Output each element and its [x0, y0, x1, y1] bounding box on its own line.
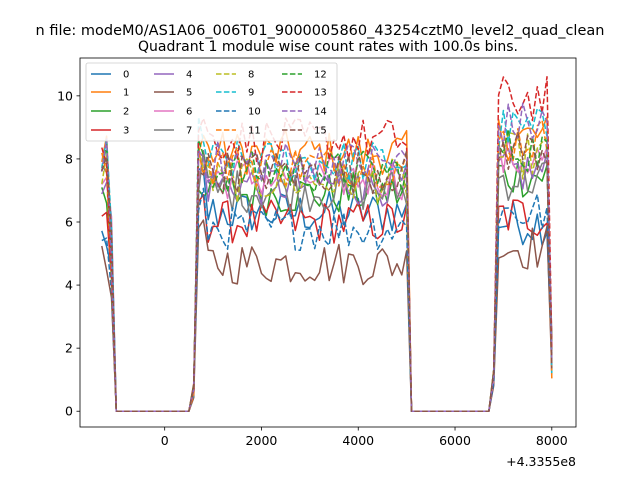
y-tick-label: 4	[65, 278, 73, 293]
series-line-3	[101, 194, 553, 412]
legend-label-6: 6	[186, 107, 192, 118]
series-line-5	[101, 219, 553, 412]
series-line-0	[101, 168, 553, 412]
legend-label-9: 9	[248, 88, 254, 99]
y-tick-label: 2	[65, 341, 73, 356]
series-group	[101, 76, 553, 412]
y-tick-label: 0	[65, 404, 73, 419]
y-tick-label: 10	[57, 88, 73, 103]
legend-label-14: 14	[314, 107, 327, 118]
x-tick-label: 6000	[439, 433, 471, 448]
series-line-8	[101, 131, 553, 412]
legend-label-5: 5	[186, 88, 192, 99]
chart-title: Quadrant 1 module wise count rates with …	[138, 39, 518, 55]
x-tick-label: 0	[161, 433, 169, 448]
legend-label-10: 10	[248, 107, 261, 118]
plot-area: 0 2000 4000 6000 800002468100123456789101112…	[57, 57, 577, 448]
series-line-10	[101, 187, 553, 412]
legend-label-2: 2	[123, 107, 129, 118]
legend-label-12: 12	[314, 70, 327, 81]
figure-suptitle: n file: modeM0/AS1A06_006T01_9000005860_…	[36, 23, 605, 39]
legend-label-3: 3	[123, 126, 129, 137]
x-tick-label: 4000	[342, 433, 374, 448]
axes-frame	[79, 57, 577, 428]
legend-label-15: 15	[314, 126, 327, 137]
x-tick-label: 2000	[246, 433, 278, 448]
legend-label-1: 1	[123, 88, 129, 99]
y-tick-label: 8	[65, 151, 73, 166]
series-line-15	[101, 131, 553, 412]
series-line-7	[101, 150, 553, 412]
legend-label-4: 4	[186, 70, 192, 81]
legend-label-8: 8	[248, 70, 254, 81]
legend-label-7: 7	[186, 126, 192, 137]
legend-box	[85, 62, 338, 142]
legend-label-13: 13	[314, 88, 327, 99]
y-tick-label: 6	[65, 215, 73, 230]
x-offset-label: +4.3355e8	[506, 454, 576, 469]
legend-label-11: 11	[248, 126, 261, 137]
x-tick-label: 8000	[536, 433, 568, 448]
legend-label-0: 0	[123, 70, 129, 81]
